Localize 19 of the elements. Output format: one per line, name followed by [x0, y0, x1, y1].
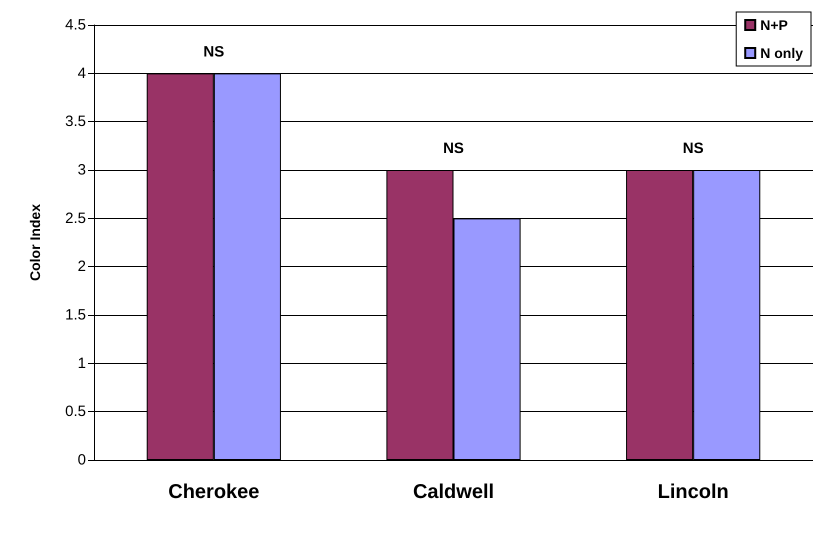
y-tick-label: 3.5: [65, 113, 86, 130]
y-axis-title: Color Index: [27, 204, 43, 282]
y-tick-label: 4: [78, 64, 86, 82]
annotation: NS: [203, 43, 224, 60]
y-tick-label: 0.5: [65, 403, 86, 420]
y-tick-label: 4.5: [65, 16, 86, 34]
x-tick-label: Caldwell: [412, 481, 494, 503]
x-tick-label: Cherokee: [168, 481, 260, 503]
annotation: NS: [682, 140, 704, 157]
x-tick-label: Lincoln: [658, 481, 729, 503]
legend-label: N+P: [760, 17, 788, 33]
y-tick-label: 2: [78, 258, 86, 276]
y-tick-label: 3: [78, 162, 86, 178]
y-tick-label: 1: [78, 354, 86, 372]
y-tick-label: 0: [78, 452, 86, 468]
legend-label: N only: [760, 45, 804, 61]
y-tick-label: 1.5: [65, 306, 86, 324]
y-tick-label: 2.5: [65, 210, 86, 227]
annotation: NS: [443, 140, 464, 157]
